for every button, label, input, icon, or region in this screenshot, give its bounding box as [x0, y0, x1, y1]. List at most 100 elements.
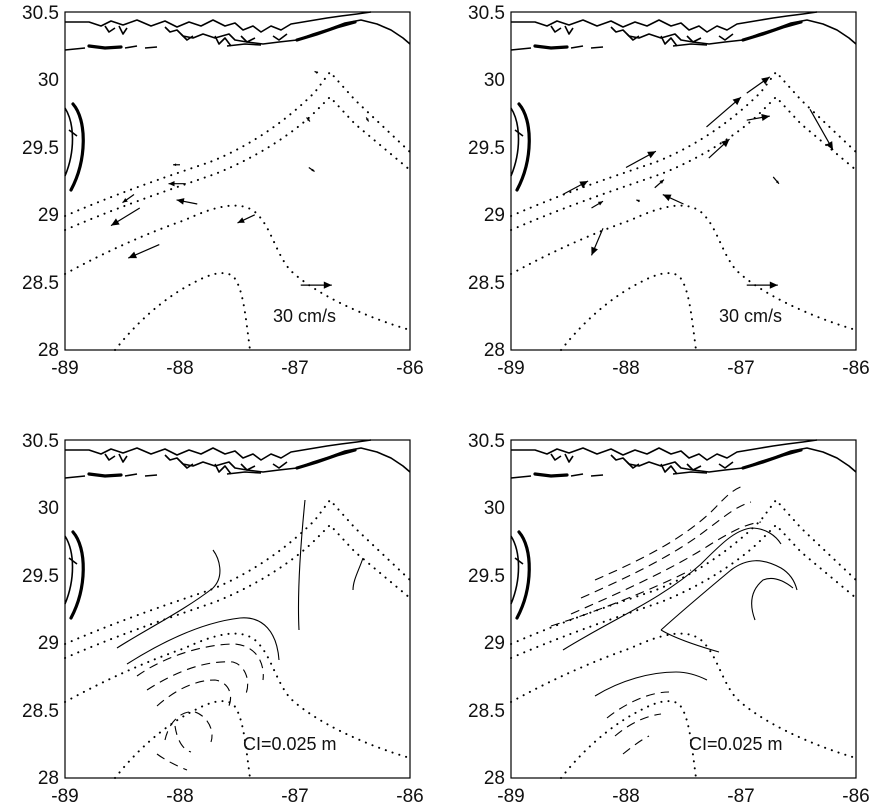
contour-line-negative [614, 713, 662, 737]
plot-frame [510, 11, 857, 351]
contour-interval-label: CI=0.025 m [243, 734, 337, 754]
y-tick-label: 28 [38, 768, 59, 789]
velocity-vector [772, 176, 780, 185]
x-tick-label: -87 [727, 358, 754, 379]
velocity-vector [128, 243, 160, 259]
x-tick-label: -88 [166, 358, 193, 379]
contour-interval-label: CI=0.025 m [689, 734, 783, 754]
contour-line-negative [594, 485, 744, 581]
x-tick-label: -87 [281, 358, 308, 379]
x-axis-ticks: -89 -88 -87 -86 [497, 358, 869, 379]
x-tick-label: -88 [166, 786, 193, 807]
contour-line-positive [594, 671, 708, 697]
y-tick-label: 28.5 [22, 273, 59, 294]
velocity-vector [365, 117, 370, 122]
y-tick-label: 30.5 [22, 431, 59, 452]
isobath-group [64, 71, 411, 351]
velocity-vector [308, 166, 315, 173]
y-tick-label: 30.5 [468, 3, 505, 24]
contour-line-positive [297, 499, 306, 631]
velocity-vector [110, 207, 141, 227]
contour-lines [550, 485, 798, 755]
scale-vector [746, 281, 778, 289]
velocity-vector [654, 179, 665, 189]
velocity-vector [168, 180, 186, 187]
y-tick-label: 28.5 [468, 701, 505, 722]
x-tick-label: -87 [727, 786, 754, 807]
x-tick-label: -89 [497, 786, 524, 807]
velocity-vector [173, 163, 180, 167]
velocity-vector [176, 198, 198, 205]
panel-contour-left: CI=0.025 m -89 -88 -87 -86 28 28.5 29 29… [22, 431, 424, 807]
contour-line-positive [562, 527, 782, 651]
velocity-vector [746, 113, 770, 122]
y-tick-label: 29 [38, 205, 59, 226]
x-tick-label: -88 [612, 358, 639, 379]
x-tick-label: -86 [842, 786, 869, 807]
velocity-vector [562, 180, 589, 196]
contour-line-positive [751, 577, 794, 621]
y-tick-label: 29 [484, 633, 505, 654]
y-tick-label: 30 [38, 70, 59, 91]
y-tick-label: 30 [38, 498, 59, 519]
scale-label: 30 cm/s [719, 306, 782, 326]
y-tick-label: 29.5 [468, 566, 505, 587]
plot-frame [64, 439, 411, 779]
contour-line-negative [570, 521, 762, 615]
y-tick-label: 28 [38, 340, 59, 361]
y-tick-label: 28.5 [22, 701, 59, 722]
y-tick-label: 29 [38, 633, 59, 654]
y-tick-label: 29 [484, 205, 505, 226]
contour-line-positive [660, 560, 798, 631]
velocity-vector [590, 228, 604, 256]
contour-line-negative [156, 679, 232, 711]
contour-line-negative [550, 569, 692, 627]
velocity-vector [314, 70, 319, 74]
contour-line-positive [660, 629, 720, 653]
y-axis-ticks: 28 28.5 29 29.5 30 30.5 [468, 3, 505, 361]
velocity-vector [306, 117, 311, 122]
contour-line-negative [174, 725, 192, 753]
panel-velocity-left: 30 cm/s -89 -88 -87 -86 28 28.5 29 29.5 … [22, 3, 424, 379]
x-tick-label: -86 [842, 358, 869, 379]
isobath-group [510, 499, 857, 779]
velocity-vector [706, 96, 742, 128]
contour-line-negative [622, 735, 650, 755]
velocity-vector [122, 194, 135, 204]
contour-line-positive [116, 549, 221, 649]
velocity-vector [625, 150, 657, 169]
panel-contour-right: CI=0.025 m -89 -88 -87 -86 28 28.5 29 29… [468, 431, 870, 807]
x-tick-label: -87 [281, 786, 308, 807]
isobath-group [64, 499, 411, 779]
velocity-vector [708, 138, 730, 159]
y-tick-label: 29.5 [22, 566, 59, 587]
y-axis-ticks: 28 28.5 29 29.5 30 30.5 [468, 431, 505, 789]
y-axis-ticks: 28 28.5 29 29.5 30 30.5 [22, 431, 59, 789]
velocity-vector [636, 199, 641, 203]
y-tick-label: 29.5 [22, 138, 59, 159]
contour-line-negative [606, 691, 670, 719]
contour-lines [116, 499, 364, 771]
velocity-vector [662, 193, 684, 205]
x-tick-label: -89 [497, 358, 524, 379]
plot-frame [510, 439, 857, 779]
x-axis-ticks: -89 -88 -87 -86 [497, 786, 869, 807]
y-tick-label: 30 [484, 70, 505, 91]
y-tick-label: 28 [484, 768, 505, 789]
y-tick-label: 30.5 [22, 3, 59, 24]
contour-line-negative [580, 501, 752, 599]
scale-vector [300, 281, 332, 289]
contour-line-positive [352, 557, 364, 591]
scale-label: 30 cm/s [273, 306, 336, 326]
y-tick-label: 30.5 [468, 431, 505, 452]
contour-line-negative [136, 643, 264, 681]
contour-line-negative [146, 661, 249, 697]
velocity-vector [746, 76, 771, 94]
x-tick-label: -89 [51, 786, 78, 807]
x-tick-label: -86 [396, 358, 423, 379]
x-axis-ticks: -89 -88 -87 -86 [51, 786, 423, 807]
velocity-vector [237, 214, 256, 224]
contour-line-negative [164, 711, 213, 743]
velocity-vector [591, 200, 604, 209]
